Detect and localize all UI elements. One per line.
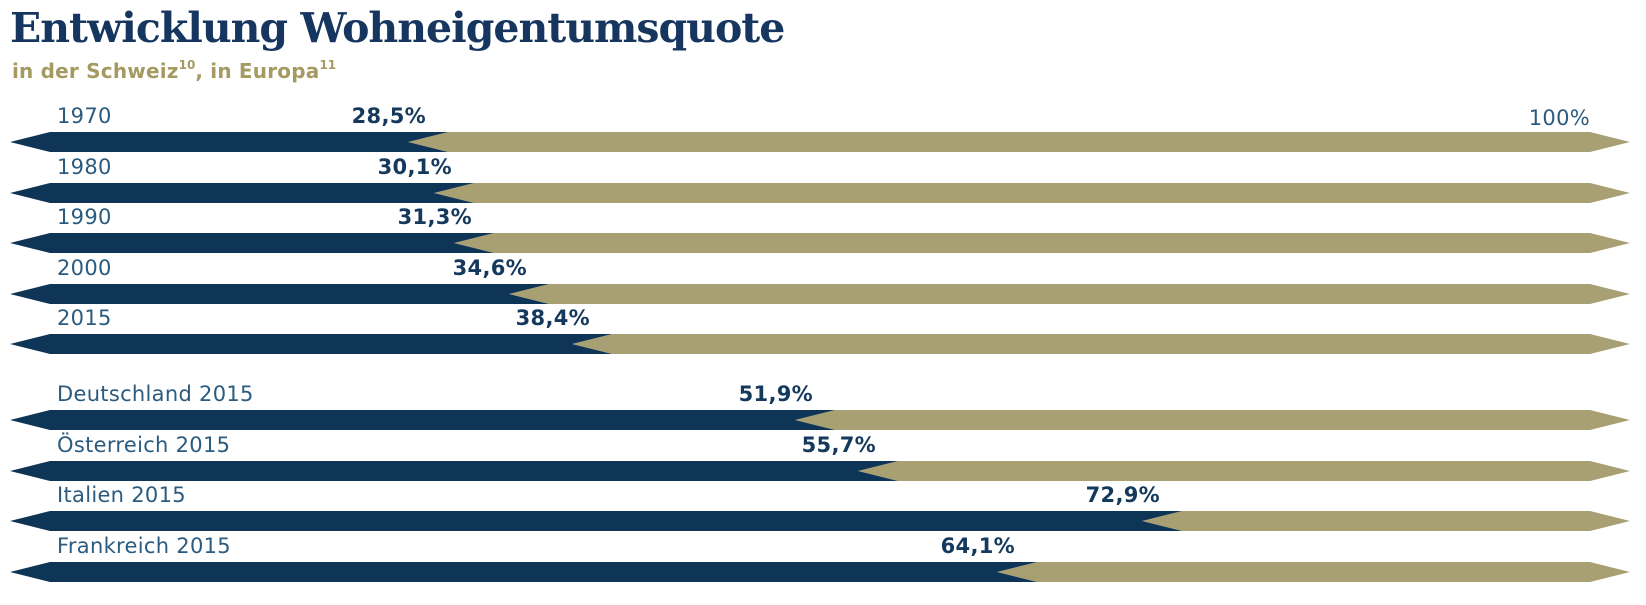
bar-row [0, 132, 1646, 152]
bar-row [0, 334, 1646, 354]
value-bar-segment [10, 511, 1182, 531]
bar-label: 2000 [57, 256, 112, 280]
bar-label: 1990 [57, 205, 112, 229]
bar-row [0, 461, 1646, 481]
value-bar-segment [10, 132, 448, 152]
bar-row [0, 511, 1646, 531]
value-bar-segment [10, 461, 898, 481]
bar-row [0, 562, 1646, 582]
remainder-bar-segment [997, 562, 1630, 582]
bar-label: 1980 [57, 155, 112, 179]
subtitle-part-europa: , in Europa [195, 59, 320, 83]
remainder-bar-segment [509, 284, 1630, 304]
bar-value-label: 31,3% [397, 205, 472, 229]
remainder-bar-segment [795, 410, 1630, 430]
bar-value-label: 30,1% [377, 155, 452, 179]
bar-value-label: 72,9% [1085, 483, 1160, 507]
subtitle-part-schweiz: in der Schweiz [12, 59, 179, 83]
bar-value-label: 38,4% [515, 306, 590, 330]
axis-max-label: 100% [1528, 106, 1590, 130]
remainder-bar-segment [858, 461, 1630, 481]
bar-value-label: 34,6% [452, 256, 527, 280]
bar-label: Frankreich 2015 [57, 534, 231, 558]
value-bar-segment [10, 562, 1037, 582]
chart-subtitle: in der Schweiz10, in Europa11 [12, 59, 336, 83]
footnote-marker-11: 11 [319, 58, 337, 73]
remainder-bar-segment [434, 183, 1630, 203]
bar-label: Italien 2015 [57, 483, 186, 507]
bar-label: Österreich 2015 [57, 433, 231, 457]
bar-row [0, 183, 1646, 203]
bar-row [0, 284, 1646, 304]
bar-value-label: 28,5% [351, 104, 426, 128]
remainder-bar-segment [1142, 511, 1630, 531]
bar-label: 2015 [57, 306, 112, 330]
bar-value-label: 51,9% [738, 382, 813, 406]
bar-label: 1970 [57, 104, 112, 128]
bar-row [0, 233, 1646, 253]
value-bar-segment [10, 183, 474, 203]
chart-title: Entwicklung Wohneigentumsquote [10, 4, 785, 52]
bar-label: Deutschland 2015 [57, 382, 254, 406]
value-bar-segment [10, 284, 549, 304]
remainder-bar-segment [408, 132, 1630, 152]
bar-row [0, 410, 1646, 430]
value-bar-segment [10, 233, 494, 253]
value-bar-segment [10, 410, 835, 430]
footnote-marker-10: 10 [178, 58, 196, 73]
remainder-bar-segment [572, 334, 1630, 354]
bar-value-label: 64,1% [940, 534, 1015, 558]
bar-value-label: 55,7% [801, 433, 876, 457]
remainder-bar-segment [454, 233, 1630, 253]
value-bar-segment [10, 334, 612, 354]
